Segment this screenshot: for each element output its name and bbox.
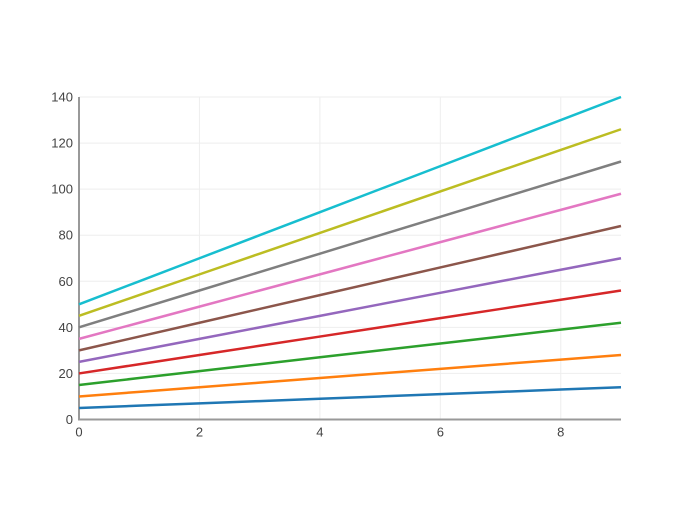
x-tick-label: 6 <box>437 425 444 440</box>
y-tick-label: 120 <box>51 136 73 151</box>
x-tick-label: 4 <box>316 425 323 440</box>
series-line-8 <box>78 160 622 329</box>
y-tick-label: 80 <box>59 228 73 243</box>
y-tick-label: 20 <box>59 366 73 381</box>
series-line-9 <box>78 128 622 318</box>
series-line-5 <box>78 257 622 364</box>
series-line-7 <box>78 192 622 341</box>
series-line-2 <box>78 353 622 398</box>
y-tick-label: 40 <box>59 320 73 335</box>
y-tick-label: 0 <box>66 412 73 427</box>
y-tick-label: 100 <box>51 182 73 197</box>
x-tick-label: 0 <box>75 425 82 440</box>
series-line-3 <box>78 321 622 387</box>
series-line-1 <box>78 386 622 410</box>
series-line-6 <box>78 224 622 352</box>
series-line-4 <box>78 289 622 375</box>
x-tick-label: 2 <box>196 425 203 440</box>
y-tick-label: 140 <box>51 90 73 105</box>
series-line-10 <box>78 95 622 306</box>
x-tick-label: 8 <box>557 425 564 440</box>
y-tick-label: 60 <box>59 274 73 289</box>
